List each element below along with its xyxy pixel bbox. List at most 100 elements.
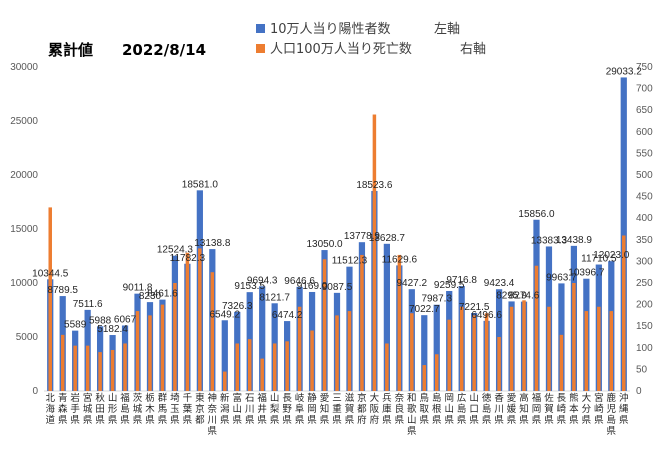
x-tick-label: 山形県 [108,393,118,426]
bar-deaths [185,252,190,391]
left-tick-label: 25000 [10,116,38,127]
x-tick-label: 香川県 [494,393,504,426]
bar-deaths [235,343,240,391]
x-tick-label: 兵庫県 [382,392,392,426]
bar-deaths [422,365,427,391]
x-tick-label: 愛媛県 [507,392,517,426]
right-tick-label: 150 [636,321,653,332]
bar-positives [259,286,266,391]
bar-deaths [447,319,451,391]
bar-deaths [509,306,514,391]
data-label: 13628.7 [369,233,406,244]
x-tick-label: 広島県 [457,392,467,426]
bar-deaths [484,313,489,391]
x-tick-label: 石川県 [245,393,255,426]
data-label: 7511.6 [73,299,103,310]
x-tick-label: 神奈川県 [208,392,218,437]
data-label: 9259.5 [434,280,465,291]
data-label: 11782.3 [170,253,206,264]
x-tick-label: 北海道 [45,393,55,426]
bar-positives [221,320,228,391]
left-tick-label: 5000 [16,332,39,343]
data-label: 8121.7 [259,292,290,303]
right-tick-label: 500 [636,170,653,181]
legend-label-deaths: 人口100万人当り死亡数 [270,42,412,57]
bar-positives [433,304,440,391]
right-tick-label: 50 [636,364,648,375]
data-label: 13050.0 [306,239,343,250]
right-axis-ticks: 0 50 100 150 200 250 300 350 400 450 500 550 600 650 7… [636,62,653,397]
bar-positives [620,77,627,391]
x-tick-label: 熊本県 [569,392,579,426]
legend-swatch-deaths [256,44,265,53]
data-label: 15856.0 [518,209,555,220]
right-tick-label: 350 [636,235,653,246]
right-tick-label: 650 [636,105,653,116]
data-label: 11629.6 [382,254,418,265]
x-tick-label: 奈良県 [395,392,405,426]
x-tick-label: 大阪府 [370,392,380,426]
x-tick-label: 島根県 [432,392,442,426]
right-tick-label: 400 [636,213,653,224]
bar-deaths [48,207,52,391]
x-tick-label: 新潟県 [220,392,230,426]
data-label: 12524.3 [157,245,194,256]
x-tick-label: 滋賀県 [345,392,355,426]
bar-deaths [285,341,289,391]
data-label: 9694.3 [247,275,278,286]
data-label: 7221.5 [459,302,490,313]
left-tick-label: 15000 [10,224,38,235]
right-tick-label: 700 [636,84,653,95]
x-tick-label: 高知県 [519,392,529,426]
data-label: 8789.5 [47,285,78,296]
data-label: 13383.3 [531,235,568,246]
bar-deaths [622,235,626,391]
x-tick-label: 群馬県 [158,392,168,426]
bar-deaths [173,283,177,391]
bar-deaths [572,283,576,391]
data-label: 8295.9 [496,290,527,301]
data-label: 18523.6 [356,180,393,191]
x-tick-label: 福島県 [120,392,130,426]
data-label: 13778.9 [344,231,381,242]
x-tick-label: 宮城県 [83,392,93,426]
data-label: 8461.6 [147,289,178,300]
data-label: 9716.8 [446,275,477,286]
x-tick-label: 岡山県 [444,393,454,426]
bar-deaths [98,352,102,391]
x-tick-label: 埼玉県 [170,392,180,426]
x-tick-label: 沖縄県 [619,392,629,426]
right-tick-label: 750 [636,62,653,73]
bar-positives [421,315,428,391]
left-tick-label: 30000 [10,62,38,73]
data-label: 9646.6 [284,276,315,287]
bar-deaths [609,311,614,391]
data-label: 7022.7 [409,304,440,315]
bar-deaths [547,306,551,391]
chart-date: 2022/8/14 [122,41,206,59]
bar-deaths [397,254,402,391]
bar-positives [383,243,390,391]
chart-title: 累計値 [48,41,93,59]
bar-deaths [335,315,339,391]
bar-deaths [223,371,227,391]
data-label: 8274.6 [509,291,540,302]
bar-deaths [497,337,501,391]
bar-deaths [247,339,252,391]
data-label: 7987.3 [421,294,452,305]
data-label: 29033.2 [606,66,643,77]
bar-deaths [310,330,314,391]
x-tick-label: 福岡県 [532,392,542,426]
right-tick-label: 550 [636,148,653,159]
x-tick-label: 千葉県 [183,393,193,426]
data-label: 7326.3 [222,301,253,312]
bar-deaths [210,272,215,391]
x-tick-label: 岐阜県 [295,392,305,426]
bar-deaths [534,265,539,391]
x-tick-label: 青森県 [58,392,68,426]
data-label: 11710.5 [581,254,617,265]
left-tick-label: 10000 [10,278,38,289]
bar-deaths [597,306,601,391]
